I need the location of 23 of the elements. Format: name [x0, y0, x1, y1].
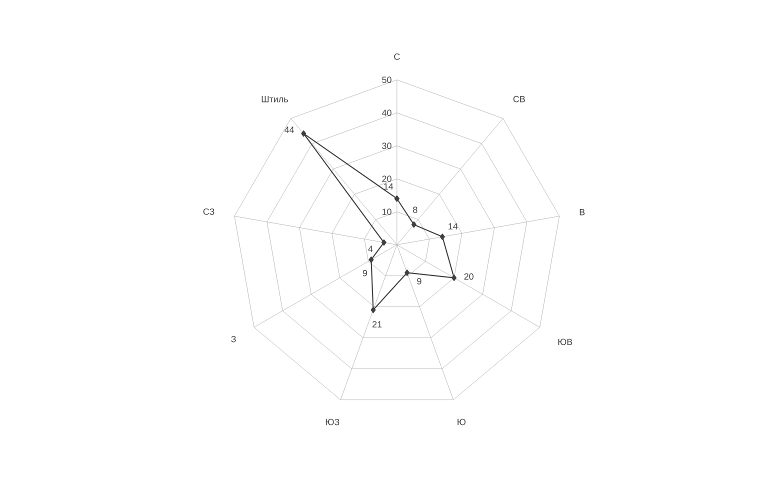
spoke-label: Штиль — [262, 96, 288, 102]
data-label: 21 — [372, 321, 382, 328]
y-tick-label: 40 — [382, 110, 392, 116]
data-label: 9 — [362, 270, 367, 276]
y-tick-label: 10 — [382, 208, 392, 216]
spoke-label: СВ — [513, 96, 525, 102]
spoke-label: ЮЗ — [326, 418, 340, 426]
data-label: 9 — [417, 278, 422, 285]
data-label: 8 — [413, 206, 418, 214]
spoke-label: Ю — [458, 418, 466, 426]
data-label: 4 — [368, 246, 373, 252]
spoke-label: ЮВ — [558, 338, 572, 346]
spoke-label: С — [394, 54, 400, 60]
data-label: 14 — [448, 223, 458, 230]
spoke-label: З — [231, 336, 236, 342]
y-tick-label: 50 — [382, 76, 392, 84]
spoke-label: В — [580, 209, 585, 216]
data-label: 14 — [384, 184, 394, 190]
data-label: 44 — [284, 126, 294, 133]
data-label: 20 — [464, 273, 474, 280]
spoke-label: СЗ — [203, 208, 214, 215]
y-tick-label: 20 — [382, 176, 392, 182]
y-tick-label: 30 — [382, 142, 392, 150]
